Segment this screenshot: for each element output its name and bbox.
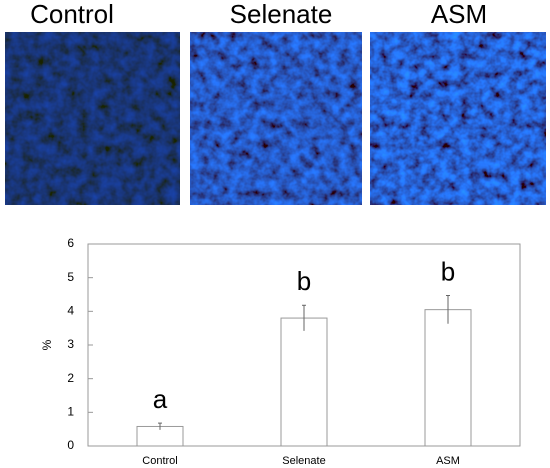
x-tick-label: ASM: [436, 455, 460, 467]
y-tick-label: 3: [67, 337, 74, 351]
bar: [280, 317, 328, 447]
significance-letter: a: [153, 384, 168, 414]
micrograph: [190, 32, 362, 205]
y-tick-label: 2: [67, 371, 74, 385]
panel-label: ASM: [431, 0, 487, 29]
panel-label: Selenate: [230, 0, 333, 29]
panel-label: Control: [30, 0, 114, 29]
bar: [424, 309, 472, 447]
y-tick-label: 4: [67, 304, 74, 318]
significance-letter: b: [297, 266, 311, 296]
micrograph: [5, 32, 180, 205]
x-tick-label: Control: [142, 455, 177, 467]
plot: 0 1 2 3 4 5 6 Control a Selenate b ASM b: [67, 236, 472, 467]
significance-letter: b: [441, 256, 455, 286]
micrograph: [370, 32, 546, 205]
x-tick-label: Selenate: [282, 455, 325, 467]
y-tick-label: 0: [67, 438, 74, 452]
y-axis-label: %: [40, 339, 54, 350]
y-tick-label: 1: [67, 405, 74, 419]
y-tick-label: 5: [67, 270, 74, 284]
y-tick-label: 6: [67, 236, 74, 250]
